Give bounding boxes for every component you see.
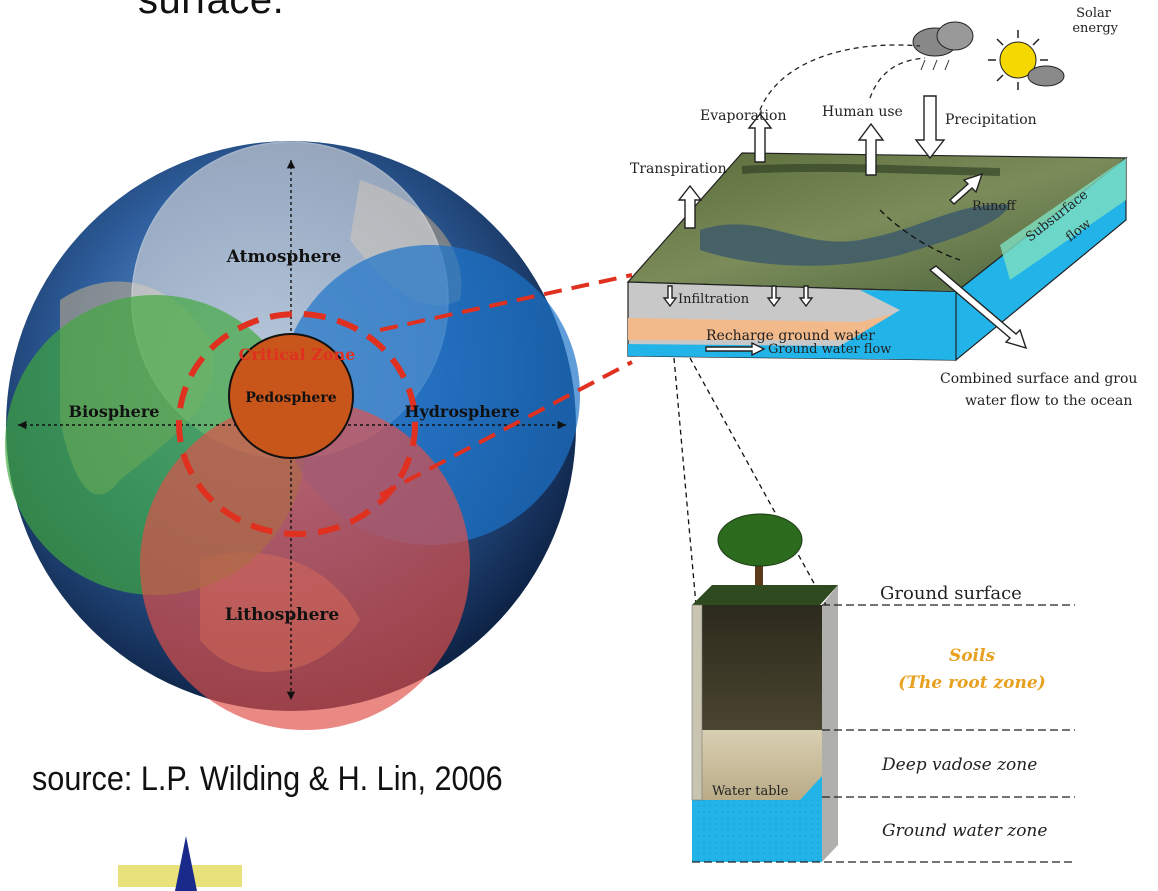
ground-water-flow-label: Ground water flow bbox=[768, 342, 891, 357]
lithosphere-circle bbox=[140, 400, 470, 730]
hydrosphere-label: Hydrosphere bbox=[404, 402, 519, 421]
zoom-line-right bbox=[689, 357, 827, 606]
runoff-label: Runoff bbox=[972, 199, 1017, 214]
ground-water-flow-arrow bbox=[705, 341, 766, 357]
human-use-arrow bbox=[857, 122, 885, 176]
soil-root-zone-layer bbox=[692, 605, 822, 730]
human-use-label: Human use bbox=[822, 104, 903, 120]
earth-sphere: Atmosphere Critical Zone Biosphere Pedos… bbox=[5, 141, 580, 730]
water-table-wedge bbox=[800, 776, 822, 800]
atmosphere-label: Atmosphere bbox=[226, 247, 342, 267]
infiltration-arrow bbox=[662, 285, 678, 308]
profile-side-face bbox=[822, 585, 838, 862]
ground-surface-label: Ground surface bbox=[880, 583, 1022, 604]
transpiration-label: Transpiration bbox=[630, 161, 727, 177]
pedosphere-label: Pedosphere bbox=[245, 390, 336, 406]
subsurface-flow-band bbox=[1000, 158, 1126, 280]
combined-flow-label-line1: Combined surface and grou bbox=[940, 371, 1137, 387]
solar-energy-label-line2: energy bbox=[1072, 21, 1118, 36]
deep-vadose-label: Deep vadose zone bbox=[881, 755, 1037, 775]
connector-line-top bbox=[379, 273, 633, 332]
precipitation-label: Precipitation bbox=[945, 112, 1037, 128]
evaporation-label: Evaporation bbox=[700, 108, 786, 124]
tree-trunk bbox=[755, 555, 763, 595]
sun-icon bbox=[988, 30, 1065, 90]
evaporation-arrow bbox=[747, 112, 773, 163]
lithosphere-label: Lithosphere bbox=[225, 605, 340, 625]
runoff-dashed-path bbox=[879, 209, 961, 261]
precipitation-arrow bbox=[914, 95, 946, 160]
cycle-arc-evaporation bbox=[759, 44, 921, 111]
infiltration-label: Infiltration bbox=[678, 292, 750, 307]
water-table-label: Water table bbox=[712, 784, 789, 799]
runoff-arrow bbox=[948, 172, 984, 205]
infiltration-arrow bbox=[766, 285, 782, 308]
ground-water-zone-label: Ground water zone bbox=[882, 821, 1047, 841]
combined-flow-arrow bbox=[928, 265, 1028, 350]
critical-zone-label: Critical Zone bbox=[239, 345, 356, 364]
landscape-block: Solar energy Evaporation Human use Preci… bbox=[626, 6, 1137, 409]
recharge-label: Recharge ground water bbox=[706, 328, 875, 344]
treeline bbox=[741, 163, 1001, 176]
soils-label-line1: Soils bbox=[949, 646, 996, 666]
cycle-arc-human-use bbox=[869, 57, 926, 99]
pedosphere-circle bbox=[228, 333, 354, 459]
grass-top bbox=[692, 585, 838, 605]
infiltration-arrow bbox=[798, 285, 814, 308]
deep-vadose-layer bbox=[692, 730, 822, 800]
river bbox=[700, 204, 1010, 266]
depth-ruler bbox=[691, 604, 703, 801]
groundwater-front bbox=[628, 290, 956, 360]
critical-zone-ring bbox=[176, 311, 418, 537]
logo-spire bbox=[175, 836, 197, 891]
transpiration-arrow bbox=[677, 184, 703, 229]
logo-fragment bbox=[118, 836, 242, 891]
biosphere-label: Biosphere bbox=[69, 402, 160, 421]
soil-profile: Ground surface Soils (The root zone) Dee… bbox=[691, 513, 1075, 863]
tree-crown bbox=[717, 513, 803, 567]
combined-flow-label-line2: water flow to the ocean bbox=[965, 393, 1132, 409]
source-caption: source: L.P. Wilding & H. Lin, 2006 bbox=[32, 760, 503, 798]
zoom-line-left bbox=[673, 357, 697, 606]
solar-energy-label-line1: Solar bbox=[1076, 6, 1112, 21]
slide-title-fragment: surface. bbox=[138, 0, 285, 22]
cloud-icon bbox=[912, 21, 974, 71]
soils-label-line2: (The root zone) bbox=[898, 673, 1045, 693]
connector-line-bottom bbox=[379, 360, 633, 497]
